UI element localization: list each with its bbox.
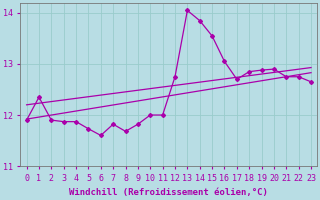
X-axis label: Windchill (Refroidissement éolien,°C): Windchill (Refroidissement éolien,°C) [69,188,268,197]
